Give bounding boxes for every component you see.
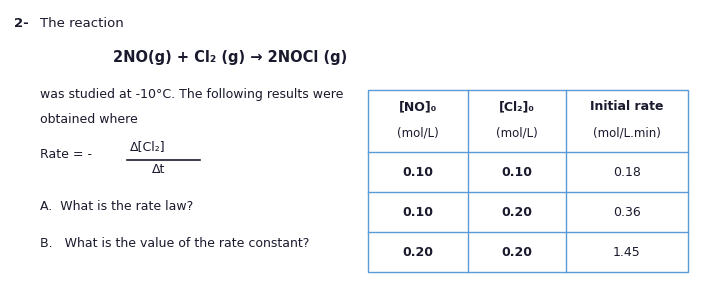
Text: was studied at -10°C. The following results were: was studied at -10°C. The following resu… (40, 88, 343, 101)
Text: 0.10: 0.10 (501, 166, 532, 178)
Text: [NO]₀: [NO]₀ (399, 100, 437, 113)
Text: The reaction: The reaction (40, 17, 124, 30)
Text: B.   What is the value of the rate constant?: B. What is the value of the rate constan… (40, 237, 309, 250)
Text: 0.18: 0.18 (613, 166, 641, 178)
Text: Initial rate: Initial rate (590, 100, 663, 113)
Text: 2-: 2- (14, 17, 29, 30)
Text: 0.10: 0.10 (403, 206, 434, 218)
Text: 0.20: 0.20 (403, 246, 434, 258)
Text: Rate = -: Rate = - (40, 148, 92, 161)
Text: [Cl₂]₀: [Cl₂]₀ (499, 100, 535, 113)
Text: (mol/L.min): (mol/L.min) (593, 126, 661, 139)
Text: (mol/L): (mol/L) (397, 126, 439, 139)
Text: Δt: Δt (152, 163, 166, 176)
Text: 0.36: 0.36 (613, 206, 641, 218)
Text: 0.20: 0.20 (501, 206, 532, 218)
Text: 0.20: 0.20 (501, 246, 532, 258)
Text: A.  What is the rate law?: A. What is the rate law? (40, 200, 193, 213)
Text: Δ[Cl₂]: Δ[Cl₂] (130, 140, 166, 153)
Bar (368, 90, 688, 272)
Text: (mol/L): (mol/L) (496, 126, 538, 139)
Text: 2NO(g) + Cl₂ (g) → 2NOCl (g): 2NO(g) + Cl₂ (g) → 2NOCl (g) (113, 50, 347, 65)
Text: obtained where: obtained where (40, 113, 137, 126)
Text: 1.45: 1.45 (613, 246, 641, 258)
Text: 0.10: 0.10 (403, 166, 434, 178)
